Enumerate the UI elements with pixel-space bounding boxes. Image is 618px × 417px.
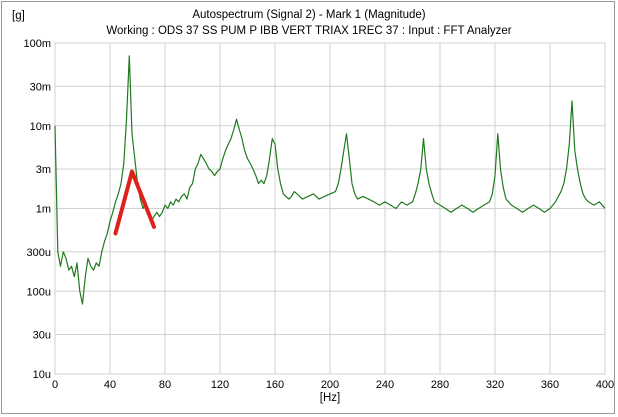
y-tick-label: 100u — [27, 286, 51, 298]
chart-title: Autospectrum (Signal 2) - Mark 1 (Magnit… — [192, 9, 426, 21]
x-tick-label: 0 — [52, 379, 58, 391]
x-tick-label: 200 — [321, 379, 339, 391]
spectrum-series-line — [54, 55, 606, 305]
x-tick-label: 360 — [541, 379, 559, 391]
series-layer — [54, 55, 606, 305]
y-tick-label: 10u — [33, 369, 51, 381]
y-tick-label: 30u — [33, 330, 51, 342]
x-axis-label: [Hz] — [319, 392, 341, 404]
chart-subtitle: Working : ODS 37 SS PUM P IBB VERT TRIAX… — [106, 25, 512, 37]
x-tick-label: 160 — [266, 379, 284, 391]
x-tick-label: 240 — [376, 379, 394, 391]
y-tick-label: 30m — [30, 81, 51, 93]
tick-labels: 0 40 80 120 160 200 240 280 320 360 400 10u 30u 100u 3… — [23, 38, 614, 391]
y-axis-unit-label: [g] — [12, 10, 25, 22]
y-tick-label: 300u — [27, 247, 51, 259]
x-tick-label: 280 — [431, 379, 449, 391]
y-tick-label: 3m — [36, 164, 51, 176]
y-tick-label: 10m — [30, 121, 51, 133]
x-tick-label: 400 — [596, 379, 614, 391]
x-tick-label: 80 — [159, 379, 171, 391]
annotation-layer — [113, 169, 156, 236]
red-peak-marker — [113, 169, 156, 236]
y-tick-label: 100m — [23, 38, 51, 50]
x-tick-label: 40 — [104, 379, 116, 391]
y-tick-label: 1m — [36, 204, 51, 216]
x-tick-label: 320 — [486, 379, 504, 391]
x-tick-label: 120 — [211, 379, 229, 391]
